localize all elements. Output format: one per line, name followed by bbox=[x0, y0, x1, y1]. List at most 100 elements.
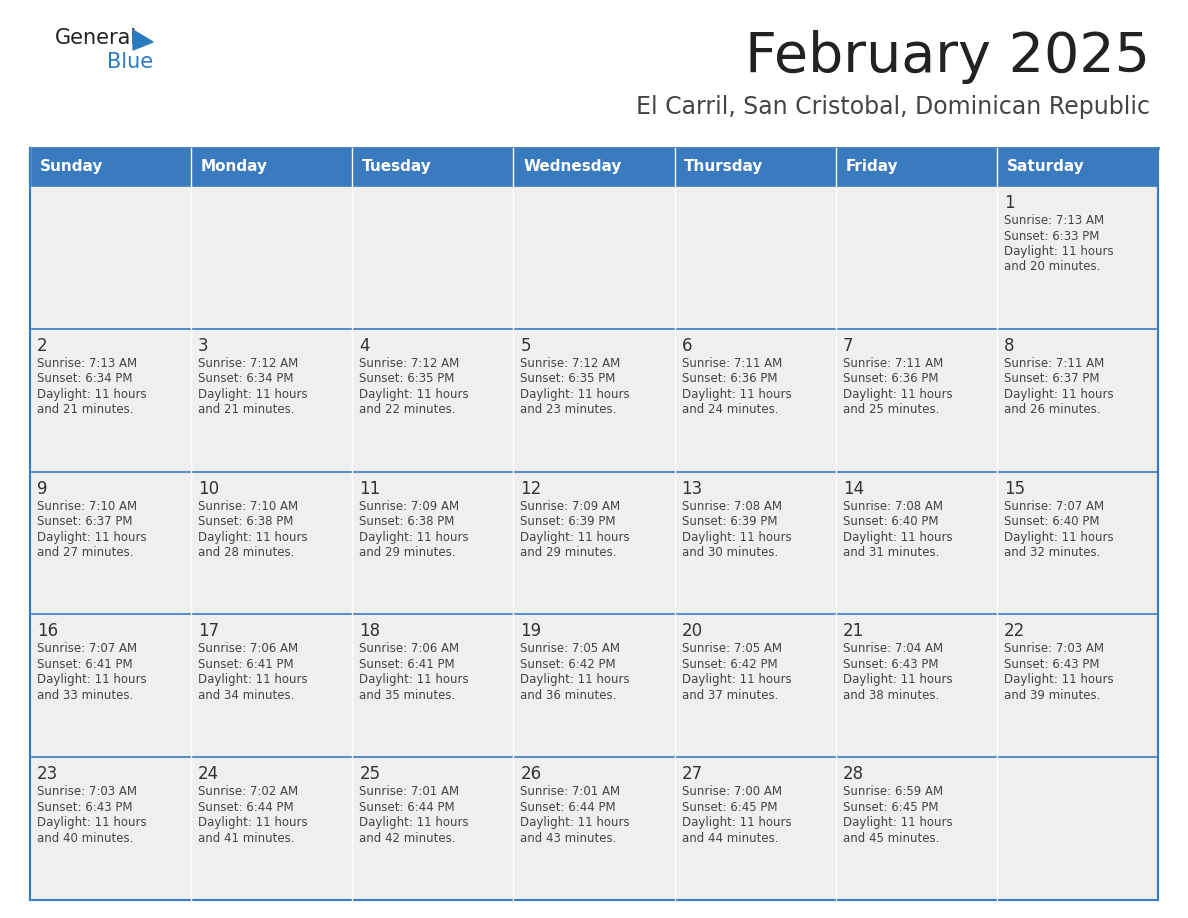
Text: and 37 minutes.: and 37 minutes. bbox=[682, 688, 778, 702]
Text: Daylight: 11 hours: Daylight: 11 hours bbox=[1004, 387, 1113, 401]
Bar bbox=[191, 472, 353, 614]
Text: Sunrise: 7:01 AM: Sunrise: 7:01 AM bbox=[359, 785, 460, 798]
Bar bbox=[997, 148, 1158, 186]
Text: Sunrise: 7:07 AM: Sunrise: 7:07 AM bbox=[1004, 499, 1104, 512]
Text: Sunset: 6:37 PM: Sunset: 6:37 PM bbox=[37, 515, 133, 528]
Bar bbox=[191, 329, 353, 472]
Text: 26: 26 bbox=[520, 766, 542, 783]
Bar bbox=[997, 329, 1158, 472]
Bar bbox=[675, 614, 835, 757]
Text: Daylight: 11 hours: Daylight: 11 hours bbox=[682, 387, 791, 401]
Text: Daylight: 11 hours: Daylight: 11 hours bbox=[1004, 531, 1113, 543]
Bar bbox=[191, 614, 353, 757]
Polygon shape bbox=[133, 30, 153, 50]
Text: Sunrise: 7:06 AM: Sunrise: 7:06 AM bbox=[359, 643, 460, 655]
Text: Sunset: 6:38 PM: Sunset: 6:38 PM bbox=[198, 515, 293, 528]
Text: Sunset: 6:39 PM: Sunset: 6:39 PM bbox=[682, 515, 777, 528]
Text: Sunrise: 7:10 AM: Sunrise: 7:10 AM bbox=[198, 499, 298, 512]
Text: Sunset: 6:37 PM: Sunset: 6:37 PM bbox=[1004, 373, 1099, 386]
Text: 11: 11 bbox=[359, 479, 380, 498]
Bar bbox=[513, 757, 675, 900]
Text: Sunrise: 6:59 AM: Sunrise: 6:59 AM bbox=[842, 785, 943, 798]
Text: Daylight: 11 hours: Daylight: 11 hours bbox=[359, 816, 469, 829]
Text: and 29 minutes.: and 29 minutes. bbox=[359, 546, 456, 559]
Text: Daylight: 11 hours: Daylight: 11 hours bbox=[359, 387, 469, 401]
Text: Sunrise: 7:10 AM: Sunrise: 7:10 AM bbox=[37, 499, 137, 512]
Text: 6: 6 bbox=[682, 337, 693, 354]
Text: Sunrise: 7:00 AM: Sunrise: 7:00 AM bbox=[682, 785, 782, 798]
Text: Daylight: 11 hours: Daylight: 11 hours bbox=[520, 387, 630, 401]
Text: Sunrise: 7:11 AM: Sunrise: 7:11 AM bbox=[1004, 357, 1104, 370]
Text: Daylight: 11 hours: Daylight: 11 hours bbox=[1004, 245, 1113, 258]
Text: and 33 minutes.: and 33 minutes. bbox=[37, 688, 133, 702]
Bar bbox=[353, 614, 513, 757]
Bar bbox=[30, 186, 191, 329]
Text: 15: 15 bbox=[1004, 479, 1025, 498]
Text: Sunrise: 7:06 AM: Sunrise: 7:06 AM bbox=[198, 643, 298, 655]
Bar bbox=[191, 148, 353, 186]
Text: Daylight: 11 hours: Daylight: 11 hours bbox=[682, 816, 791, 829]
Text: Sunset: 6:42 PM: Sunset: 6:42 PM bbox=[682, 658, 777, 671]
Bar bbox=[30, 329, 191, 472]
Text: Sunrise: 7:05 AM: Sunrise: 7:05 AM bbox=[682, 643, 782, 655]
Text: 21: 21 bbox=[842, 622, 864, 641]
Text: Sunset: 6:45 PM: Sunset: 6:45 PM bbox=[682, 800, 777, 813]
Text: Daylight: 11 hours: Daylight: 11 hours bbox=[1004, 674, 1113, 687]
Bar bbox=[835, 472, 997, 614]
Text: and 29 minutes.: and 29 minutes. bbox=[520, 546, 617, 559]
Text: and 21 minutes.: and 21 minutes. bbox=[198, 403, 295, 416]
Text: Sunrise: 7:13 AM: Sunrise: 7:13 AM bbox=[1004, 214, 1104, 227]
Bar bbox=[997, 472, 1158, 614]
Text: Sunset: 6:39 PM: Sunset: 6:39 PM bbox=[520, 515, 615, 528]
Text: 19: 19 bbox=[520, 622, 542, 641]
Text: Sunrise: 7:09 AM: Sunrise: 7:09 AM bbox=[359, 499, 460, 512]
Bar bbox=[191, 757, 353, 900]
Text: Sunrise: 7:11 AM: Sunrise: 7:11 AM bbox=[842, 357, 943, 370]
Bar bbox=[835, 757, 997, 900]
Bar bbox=[997, 186, 1158, 329]
Text: 13: 13 bbox=[682, 479, 703, 498]
Text: 23: 23 bbox=[37, 766, 58, 783]
Text: 7: 7 bbox=[842, 337, 853, 354]
Text: Sunset: 6:41 PM: Sunset: 6:41 PM bbox=[37, 658, 133, 671]
Bar bbox=[513, 472, 675, 614]
Text: and 22 minutes.: and 22 minutes. bbox=[359, 403, 456, 416]
Text: Sunrise: 7:12 AM: Sunrise: 7:12 AM bbox=[520, 357, 620, 370]
Text: Sunset: 6:33 PM: Sunset: 6:33 PM bbox=[1004, 230, 1099, 242]
Text: and 40 minutes.: and 40 minutes. bbox=[37, 832, 133, 845]
Text: Sunrise: 7:03 AM: Sunrise: 7:03 AM bbox=[37, 785, 137, 798]
Text: 9: 9 bbox=[37, 479, 48, 498]
Bar bbox=[513, 614, 675, 757]
Text: Daylight: 11 hours: Daylight: 11 hours bbox=[842, 816, 953, 829]
Text: Daylight: 11 hours: Daylight: 11 hours bbox=[359, 674, 469, 687]
Text: 16: 16 bbox=[37, 622, 58, 641]
Text: Sunset: 6:34 PM: Sunset: 6:34 PM bbox=[198, 373, 293, 386]
Text: 10: 10 bbox=[198, 479, 220, 498]
Bar bbox=[353, 148, 513, 186]
Text: Sunset: 6:41 PM: Sunset: 6:41 PM bbox=[198, 658, 293, 671]
Text: and 35 minutes.: and 35 minutes. bbox=[359, 688, 455, 702]
Text: and 27 minutes.: and 27 minutes. bbox=[37, 546, 133, 559]
Text: Sunrise: 7:08 AM: Sunrise: 7:08 AM bbox=[682, 499, 782, 512]
Text: and 42 minutes.: and 42 minutes. bbox=[359, 832, 456, 845]
Bar bbox=[353, 472, 513, 614]
Text: Sunset: 6:43 PM: Sunset: 6:43 PM bbox=[1004, 658, 1099, 671]
Text: Friday: Friday bbox=[846, 160, 898, 174]
Text: Sunset: 6:43 PM: Sunset: 6:43 PM bbox=[37, 800, 133, 813]
Text: and 25 minutes.: and 25 minutes. bbox=[842, 403, 939, 416]
Bar bbox=[675, 148, 835, 186]
Text: 18: 18 bbox=[359, 622, 380, 641]
Bar bbox=[835, 614, 997, 757]
Text: Sunrise: 7:01 AM: Sunrise: 7:01 AM bbox=[520, 785, 620, 798]
Text: Sunrise: 7:05 AM: Sunrise: 7:05 AM bbox=[520, 643, 620, 655]
Text: Daylight: 11 hours: Daylight: 11 hours bbox=[359, 531, 469, 543]
Text: Sunrise: 7:07 AM: Sunrise: 7:07 AM bbox=[37, 643, 137, 655]
Text: Sunrise: 7:03 AM: Sunrise: 7:03 AM bbox=[1004, 643, 1104, 655]
Bar bbox=[997, 757, 1158, 900]
Text: and 24 minutes.: and 24 minutes. bbox=[682, 403, 778, 416]
Bar bbox=[835, 186, 997, 329]
Bar bbox=[30, 614, 191, 757]
Text: and 41 minutes.: and 41 minutes. bbox=[198, 832, 295, 845]
Text: Monday: Monday bbox=[201, 160, 267, 174]
Text: Daylight: 11 hours: Daylight: 11 hours bbox=[198, 387, 308, 401]
